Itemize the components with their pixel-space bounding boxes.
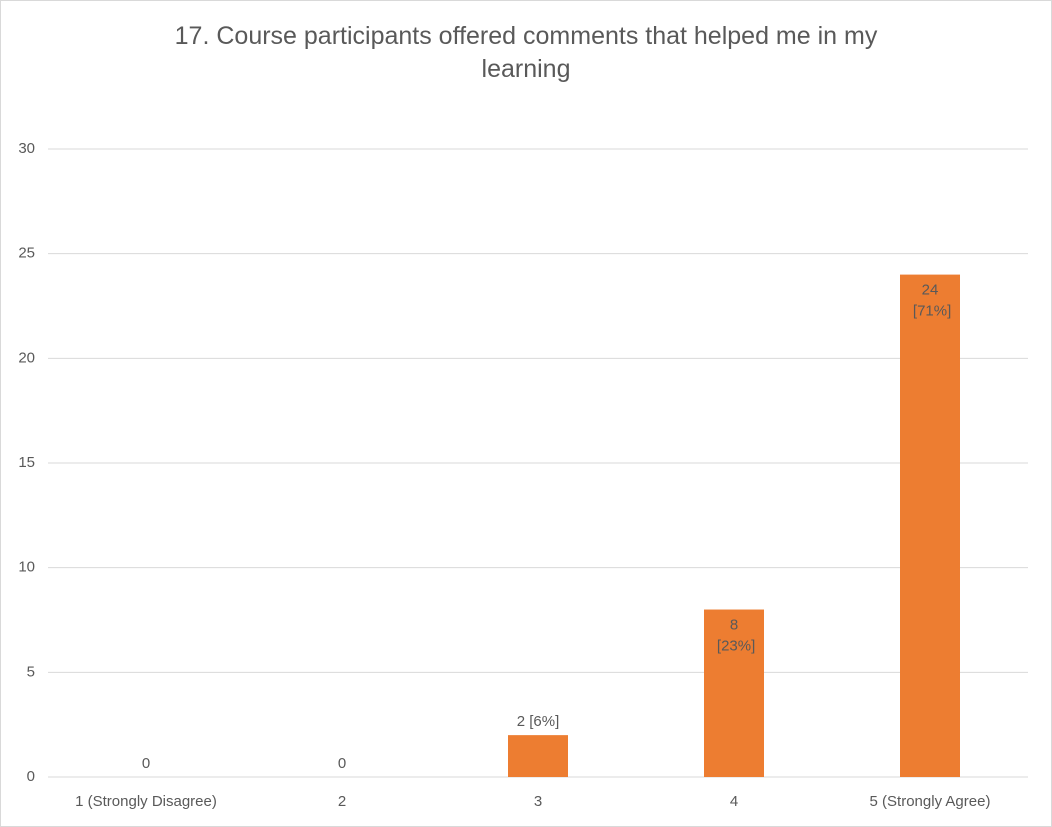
y-tick-label: 15 (18, 454, 35, 471)
y-tick-label: 0 (27, 768, 35, 785)
bar (704, 609, 764, 777)
bar (900, 274, 960, 777)
data-label: 0 (338, 755, 346, 772)
data-label: 2 [6%] (517, 713, 560, 730)
y-tick-label: 5 (27, 663, 35, 680)
x-tick-label: 1 (Strongly Disagree) (75, 793, 217, 810)
x-tick-label: 5 (Strongly Agree) (870, 793, 991, 810)
y-tick-label: 10 (18, 559, 35, 576)
bar (508, 735, 568, 777)
x-tick-label: 2 (338, 793, 346, 810)
data-label: 8 [23%] (713, 617, 756, 655)
y-tick-label: 25 (18, 245, 35, 262)
x-tick-label: 4 (730, 793, 738, 810)
data-label: 24 [71%] (909, 282, 952, 320)
x-tick-label: 3 (534, 793, 542, 810)
data-label: 0 (142, 755, 150, 772)
chart-title: 17. Course participants offered comments… (174, 22, 878, 83)
y-tick-label: 20 (18, 349, 35, 366)
y-tick-label: 30 (18, 140, 35, 157)
